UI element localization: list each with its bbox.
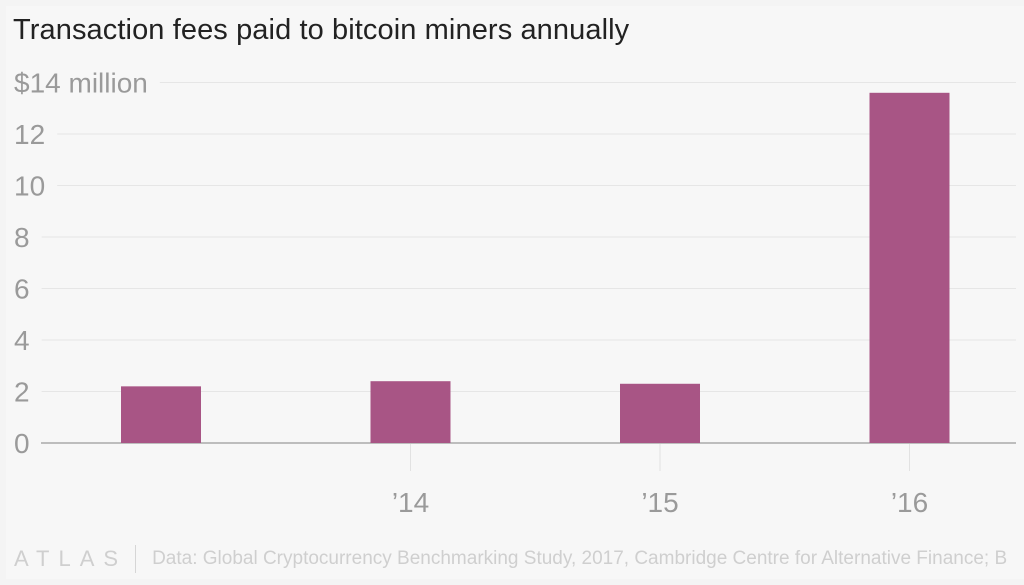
x-tick-label: ’16 xyxy=(891,487,928,518)
x-tick-label: ’14 xyxy=(392,487,429,518)
x-tick-label: ’15 xyxy=(641,487,678,518)
footer-divider xyxy=(135,545,137,573)
y-axis-labels: 0 2 4 6 8 10 12 $14 million xyxy=(14,68,148,460)
chart-title: Transaction fees paid to bitcoin miners … xyxy=(13,14,630,46)
atlas-logo: ATLAS xyxy=(14,546,128,571)
bar-15 xyxy=(620,383,700,443)
bar-13 xyxy=(121,386,201,443)
chart-card xyxy=(6,6,1024,579)
y-tick-label: 12 xyxy=(14,119,45,150)
x-axis: ’14 ’15 ’16 xyxy=(392,444,928,518)
y-tick-label: $14 million xyxy=(14,68,148,99)
bar-16 xyxy=(869,92,950,444)
bars xyxy=(121,92,950,444)
y-tick-label: 4 xyxy=(14,325,30,356)
y-tick-label: 8 xyxy=(14,222,30,253)
source-note: Data: Global Cryptocurrency Benchmarking… xyxy=(152,548,1008,569)
footer: ATLAS Data: Global Cryptocurrency Benchm… xyxy=(14,545,1007,573)
gridlines xyxy=(41,82,1016,444)
y-tick-label: 10 xyxy=(14,171,45,202)
y-tick-label: 0 xyxy=(14,428,30,459)
bar-14 xyxy=(370,381,451,443)
y-tick-label: 2 xyxy=(14,377,30,408)
y-tick-label: 6 xyxy=(14,274,30,305)
